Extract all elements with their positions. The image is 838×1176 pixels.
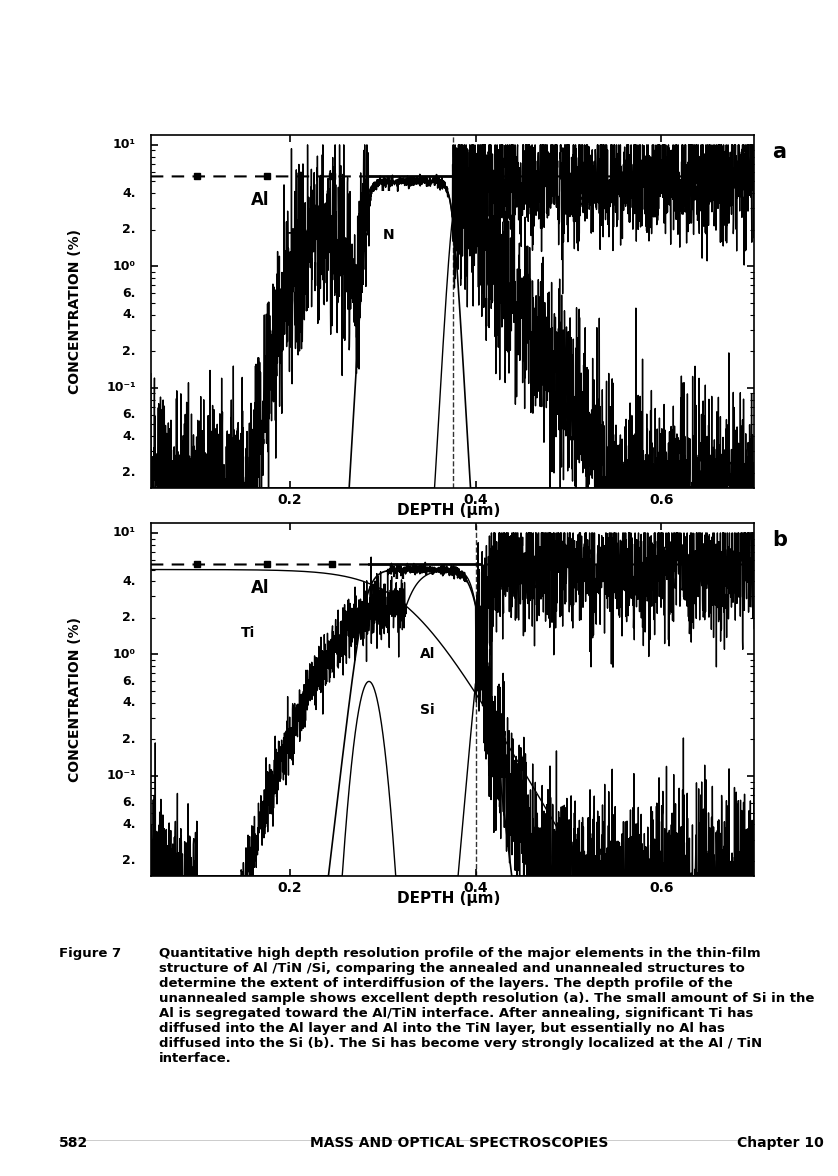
- Text: 2.: 2.: [122, 733, 136, 746]
- Text: 4.: 4.: [122, 817, 136, 831]
- Text: 10¹: 10¹: [113, 139, 136, 152]
- Text: 10⁰: 10⁰: [113, 648, 136, 661]
- Text: 10⁻¹: 10⁻¹: [106, 381, 136, 394]
- Text: Si: Si: [576, 192, 593, 209]
- Text: 582: 582: [59, 1136, 88, 1150]
- Text: CONCENTRATION (%): CONCENTRATION (%): [69, 229, 82, 394]
- Text: Si: Si: [420, 703, 435, 717]
- Text: 4.: 4.: [122, 575, 136, 588]
- Text: 4.: 4.: [122, 308, 136, 321]
- Text: Chapter 10: Chapter 10: [737, 1136, 825, 1150]
- Text: Ti: Ti: [287, 232, 302, 246]
- Text: 4.: 4.: [122, 429, 136, 443]
- Text: Ti: Ti: [392, 568, 406, 582]
- Text: 10⁻¹: 10⁻¹: [106, 769, 136, 782]
- Text: N: N: [387, 589, 399, 603]
- Text: 2.: 2.: [122, 223, 136, 236]
- Text: 4.: 4.: [122, 187, 136, 200]
- Text: Al: Al: [251, 192, 269, 209]
- Text: 6.: 6.: [122, 675, 136, 688]
- Text: 2.: 2.: [122, 855, 136, 868]
- Text: Al: Al: [420, 648, 436, 661]
- Text: CONCENTRATION (%): CONCENTRATION (%): [69, 617, 82, 782]
- Text: N: N: [383, 228, 395, 242]
- Text: DEPTH (μm): DEPTH (μm): [396, 503, 500, 519]
- Text: b: b: [773, 530, 787, 550]
- Text: 10¹: 10¹: [113, 527, 136, 540]
- Text: 6.: 6.: [122, 796, 136, 809]
- Text: 2.: 2.: [122, 612, 136, 624]
- Text: MASS AND OPTICAL SPECTROSCOPIES: MASS AND OPTICAL SPECTROSCOPIES: [310, 1136, 608, 1150]
- Text: 10⁰: 10⁰: [113, 260, 136, 273]
- Text: 4.: 4.: [122, 696, 136, 709]
- Text: a: a: [773, 142, 786, 162]
- Text: Al: Al: [251, 580, 269, 597]
- Text: Si: Si: [606, 580, 623, 597]
- Text: 6.: 6.: [122, 287, 136, 300]
- Text: Ti: Ti: [241, 626, 256, 640]
- Text: Ti: Ti: [378, 180, 392, 194]
- Text: 2.: 2.: [122, 467, 136, 480]
- Text: Quantitative high depth resolution profile of the major elements in the thin-fil: Quantitative high depth resolution profi…: [159, 947, 815, 1064]
- Text: 6.: 6.: [122, 408, 136, 421]
- Text: 2.: 2.: [122, 345, 136, 358]
- Text: DEPTH (μm): DEPTH (μm): [396, 891, 500, 907]
- Text: Figure 7: Figure 7: [59, 947, 121, 960]
